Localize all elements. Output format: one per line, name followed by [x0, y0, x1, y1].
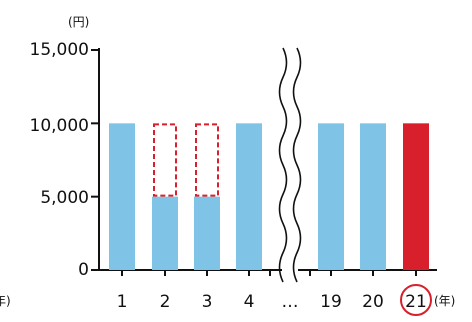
- dashed-outline: [153, 123, 177, 197]
- bars: [109, 123, 429, 270]
- y-tick-label: 0: [78, 260, 89, 280]
- bar: [236, 123, 262, 270]
- bar: [360, 123, 386, 270]
- axis-break-wave: [292, 47, 302, 283]
- axis-break: [278, 46, 302, 284]
- y-tick-label: 15,000: [30, 40, 89, 60]
- dashed-outline: [195, 123, 219, 197]
- x-tick-label: 20: [362, 292, 384, 312]
- y-tick-label: 5,000: [40, 188, 89, 208]
- dashed-outlines: [153, 123, 219, 197]
- x-unit-label-left: 年): [0, 294, 11, 308]
- x-tick-labels: 年) 1 2 3 4 … 19 20 21 (年): [0, 284, 455, 316]
- highlight-circle: [400, 284, 432, 316]
- x-tick-label: 2: [160, 292, 171, 312]
- y-tick-labels: 15,000 10,000 5,000 0: [30, 40, 89, 280]
- axis-break-wave: [278, 47, 288, 283]
- bar: [109, 123, 135, 270]
- x-tick-label: 4: [244, 292, 255, 312]
- x-tick-label: 3: [202, 292, 213, 312]
- axis-break-ellipsis: …: [282, 292, 299, 312]
- bar: [152, 196, 178, 270]
- x-tick-label: 21: [405, 292, 427, 312]
- y-tick-label: 10,000: [30, 116, 89, 136]
- x-tick-label: 1: [117, 292, 128, 312]
- x-unit-label: (年): [434, 294, 455, 308]
- bar: [403, 123, 429, 270]
- bar: [194, 196, 220, 270]
- bar: [318, 123, 344, 270]
- axis-break-gap: [282, 46, 298, 284]
- x-tick-label: 19: [320, 292, 342, 312]
- y-unit-label: (円): [68, 15, 89, 29]
